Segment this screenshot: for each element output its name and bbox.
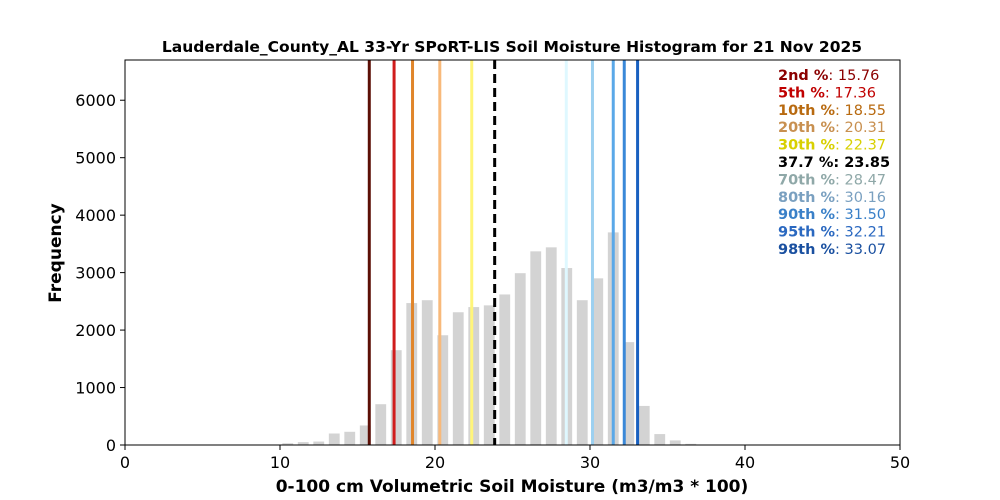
histogram-bar (282, 443, 294, 445)
x-axis: 0 10 20 30 40 50 (120, 445, 910, 472)
y-axis-label: Frequency (46, 203, 66, 303)
histogram-bar (390, 350, 402, 445)
histogram-bar (514, 273, 526, 445)
x-tick-label: 50 (890, 453, 910, 472)
histogram-bar (468, 307, 480, 445)
histogram-bar (483, 305, 495, 445)
histogram-bar (359, 425, 371, 445)
y-tick-label: 2000 (75, 321, 116, 340)
legend-entry: 98th %: 33.07 (778, 242, 886, 258)
histogram-bar (685, 443, 697, 445)
x-tick-label: 10 (270, 453, 290, 472)
histogram-bar (421, 300, 433, 445)
legend-entry: 20th %: 20.31 (778, 120, 886, 136)
histogram-bar (545, 247, 557, 445)
legend-entry: 95th %: 32.21 (778, 225, 886, 241)
histogram-bar (623, 342, 635, 445)
legend-entry: 30th %: 22.37 (778, 138, 886, 154)
histogram-bar (669, 440, 681, 445)
x-axis-label: 0-100 cm Volumetric Soil Moisture (m3/m3… (276, 477, 749, 497)
x-tick-label: 30 (580, 453, 600, 472)
histogram-bar (499, 294, 511, 445)
legend-entry: 10th %: 18.55 (778, 103, 886, 119)
legend-entry: 2nd %: 15.76 (778, 68, 879, 84)
legend-entry: 5th %: 17.36 (778, 85, 876, 101)
histogram-bar (297, 442, 309, 445)
histogram-bar (576, 300, 588, 445)
plot-frame (124, 59, 901, 446)
legend-entry: 37.7 %: 23.85 (778, 155, 890, 171)
histogram-bar (638, 405, 650, 445)
legend-entry: 80th %: 30.16 (778, 190, 886, 206)
histogram-bar (530, 251, 542, 445)
histogram-bar (437, 335, 449, 445)
histogram-bar (313, 441, 325, 445)
histogram-bar (375, 404, 387, 445)
y-tick-label: 5000 (75, 149, 116, 168)
percentile-lines (367, 60, 640, 445)
histogram-bar (344, 431, 356, 445)
histogram-bar (328, 433, 340, 445)
chart-title: Lauderdale_County_AL 33-Yr SPoRT-LIS Soi… (162, 38, 862, 56)
y-tick-label: 1000 (75, 379, 116, 398)
legend-entry: 90th %: 31.50 (778, 207, 886, 223)
histogram-bar (592, 278, 604, 445)
y-tick-label: 3000 (75, 264, 116, 283)
histogram-bar (654, 434, 666, 445)
x-tick-label: 0 (120, 453, 130, 472)
y-tick-label: 0 (106, 436, 116, 455)
histogram-bars (282, 232, 697, 445)
y-tick-label: 6000 (75, 91, 116, 110)
y-tick-label: 4000 (75, 206, 116, 225)
x-tick-label: 40 (735, 453, 755, 472)
y-axis: 0 1000 2000 3000 4000 5000 6000 (75, 91, 125, 455)
legend-entry: 70th %: 28.47 (778, 172, 886, 188)
histogram-bar (452, 312, 464, 445)
x-tick-label: 20 (425, 453, 445, 472)
